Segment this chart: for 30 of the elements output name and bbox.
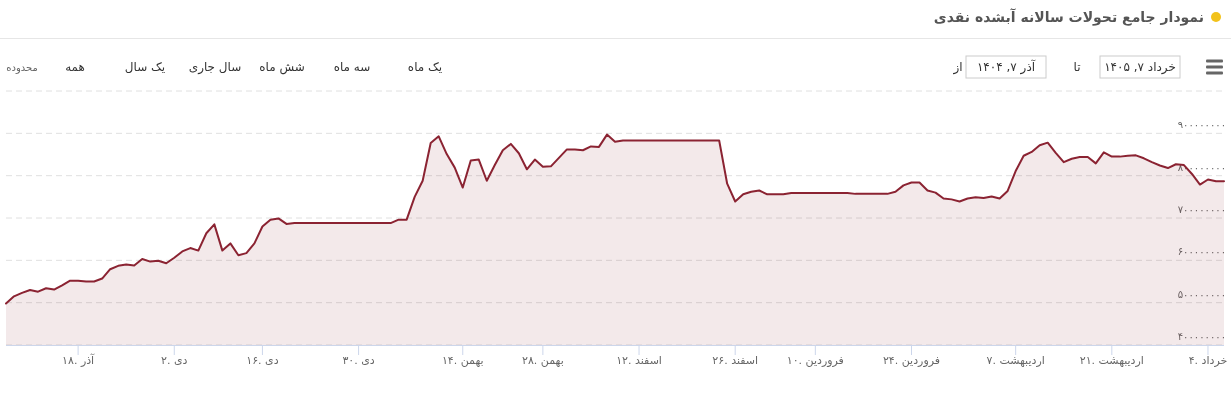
text: سه ماه xyxy=(333,60,371,74)
y-tick-label: ۶۰۰۰۰۰۰۰۰ xyxy=(1177,246,1226,258)
y-tick-label: ۵۰۰۰۰۰۰۰۰ xyxy=(1177,288,1226,300)
x-tick-label: ۲۴. فروردین xyxy=(882,354,941,367)
text: شش ماه xyxy=(259,60,305,75)
x-tick-label: ۷. اردیبهشت xyxy=(986,354,1045,367)
y-tick-label: ۷۰۰۰۰۰۰۰۰ xyxy=(1177,204,1226,215)
x-tick-label: ۲. دی xyxy=(161,354,188,367)
text: محدوده xyxy=(6,62,38,74)
chart-title: نمودار جامع تحولات سالانه آبشده نقدی xyxy=(933,8,1204,26)
text: آذر ۷, ۱۴۰۴ xyxy=(976,59,1036,75)
x-tick-label: ۲۶. اسفند xyxy=(712,354,759,367)
x-tick-label: ۴. خرداد xyxy=(1188,354,1228,367)
x-tick-label: ۱۲. اسفند xyxy=(616,354,662,367)
x-tick-label: ۱۴. بهمن xyxy=(441,354,484,367)
text: یک سال xyxy=(124,60,166,74)
text: تا xyxy=(1073,60,1081,74)
text: خرداد ۷, ۱۴۰۵ xyxy=(1104,60,1176,75)
y-tick-label: ۹۰۰۰۰۰۰۰۰ xyxy=(1177,119,1226,131)
text: از xyxy=(952,60,963,75)
text: سال جاری xyxy=(188,60,242,75)
x-tick-label: ۲۸. بهمن xyxy=(522,354,564,367)
x-tick-label: ۱۰. فروردین xyxy=(786,354,844,367)
text: همه xyxy=(65,60,85,74)
x-tick-label: ۱۸. آذر xyxy=(62,353,96,367)
text: یک ماه xyxy=(407,60,443,74)
y-tick-label: ۴۰۰۰۰۰۰۰۰ xyxy=(1177,331,1226,342)
x-tick-label: ۱۶. دی xyxy=(246,354,279,367)
x-tick-label: ۲۱. اردیبهشت xyxy=(1079,354,1144,367)
x-tick-label: ۳۰. دی xyxy=(342,354,375,367)
